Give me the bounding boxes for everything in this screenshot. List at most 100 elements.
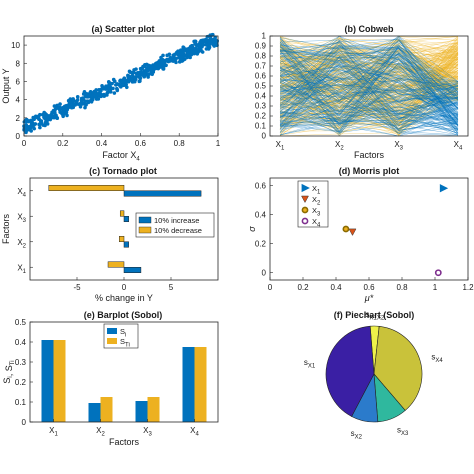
scatter-point (65, 113, 69, 118)
cobweb-xlabel: Factors (354, 150, 385, 160)
tornado-legend-label: 10% increase (154, 216, 199, 225)
cobweb-line-lower (279, 42, 459, 92)
scatter-point (161, 53, 165, 58)
sobol-bar-STi (53, 340, 66, 422)
cobweb-line-lower (279, 110, 459, 135)
scatter-point (121, 80, 125, 85)
cobweb-line-lower (279, 101, 459, 130)
sobol-bar-STi (147, 397, 160, 422)
tornado-xlabel: % change in Y (95, 293, 153, 303)
scatter-point (74, 99, 79, 104)
scatter-point (99, 89, 103, 93)
scatter-point (71, 98, 76, 103)
pie-slice-X1 (325, 325, 375, 417)
cobweb-line-lower (279, 36, 459, 123)
scatter-point (69, 105, 74, 110)
morris-xtick-label: 0.4 (330, 283, 342, 292)
cobweb-line-lower (279, 76, 459, 117)
scatter-point (63, 104, 67, 109)
scatter-point (73, 103, 77, 107)
scatter-point (209, 39, 214, 44)
scatter-point (58, 102, 62, 106)
cobweb-line-lower (279, 113, 459, 123)
cobweb-line-lower (279, 108, 459, 137)
scatter-point (137, 79, 142, 84)
scatter-point (180, 49, 184, 53)
cobweb-line-lower (279, 81, 459, 116)
morris-point (434, 269, 442, 277)
title-cobweb: (b) Cobweb (345, 24, 394, 34)
scatter-xlabel: Factor X4 (102, 150, 140, 163)
scatter-point (89, 98, 93, 103)
scatter-point (86, 94, 90, 99)
morris-xlabel: μ* (364, 293, 374, 303)
tornado-bar-decrease (48, 185, 125, 191)
cobweb-line-lower (279, 43, 459, 135)
scatter-point (156, 60, 161, 65)
scatter-point (119, 85, 123, 89)
scatter-point (96, 97, 101, 101)
cobweb-line-lower (279, 48, 459, 126)
morris-ytick-label: 0.4 (255, 210, 267, 219)
tornado-legend-swatch (138, 226, 152, 234)
morris-ytick-label: 0 (262, 269, 267, 278)
cobweb-line-lower (279, 81, 459, 125)
scatter-xtick-label: 1 (216, 139, 221, 148)
morris-legend-label: X3 (312, 206, 321, 218)
scatter-point (173, 57, 178, 62)
morris-xtick-label: 1.2 (462, 283, 474, 292)
morris-ytick-label: 0.6 (255, 181, 267, 190)
scatter-point (104, 84, 108, 88)
tornado-plot: X4 X3 X2 X1 -5 0 5 % change in Y Factors 10% incr… (1, 177, 219, 303)
pie-label: sX3 (397, 425, 409, 437)
scatter-point (78, 104, 83, 109)
scatter-point (137, 70, 142, 75)
sobol-barplot: X1 X2 X3 X4 0 0.1 0.2 0.3 0.4 0.5 Factors Si, STi Si… (2, 318, 219, 447)
cobweb-xtick-label: X3 (394, 140, 403, 152)
tornado-bar-decrease (119, 210, 125, 217)
scatter-point (105, 91, 110, 95)
bar-axes (29, 321, 219, 423)
scatter-point (138, 76, 143, 81)
tornado-legend-label: 10% decrease (154, 226, 202, 235)
cobweb-ytick-label: 0.5 (255, 82, 267, 91)
scatter-point (94, 88, 98, 92)
cobweb-line-lower (279, 58, 459, 133)
cobweb-ytick-label: 0.3 (255, 102, 267, 111)
scatter-point (55, 105, 60, 110)
cobweb-line-lower (279, 81, 459, 132)
scatter-ytick-label: 10 (11, 41, 20, 50)
cobweb-line-lower (279, 37, 459, 119)
scatter-point (50, 115, 54, 120)
cobweb-line-lower (279, 47, 459, 115)
cobweb-line-lower (279, 52, 459, 100)
scatter-point (130, 79, 134, 83)
scatter-point (96, 92, 100, 96)
scatter-point (40, 112, 45, 117)
sobol-bar-Si (135, 401, 148, 422)
cobweb-line-lower (279, 69, 459, 90)
cobweb-line-lower (279, 67, 459, 107)
scatter-point (207, 45, 212, 49)
cobweb-line-lower (279, 55, 459, 132)
cobweb-line-lower (279, 46, 459, 127)
scatter-point (178, 55, 182, 60)
bar-ylabel: Si, STi (2, 360, 16, 383)
scatter-point (111, 86, 115, 91)
scatter-point (107, 80, 112, 85)
scatter-point (198, 45, 203, 50)
cobweb-line-lower (279, 45, 459, 130)
morris-legend-label: X1 (312, 184, 321, 196)
cobweb-line-upper (279, 57, 459, 73)
scatter-point (176, 49, 180, 53)
scatter-point (189, 44, 193, 49)
scatter-point (142, 71, 146, 76)
tornado-bar-decrease (107, 261, 125, 268)
cobweb-line-upper (279, 55, 459, 112)
morris-ylabel: σ (247, 226, 257, 232)
scatter-xtick-label: 0.6 (135, 139, 147, 148)
tornado-bar-increase (123, 216, 129, 222)
scatter-point (27, 127, 31, 132)
